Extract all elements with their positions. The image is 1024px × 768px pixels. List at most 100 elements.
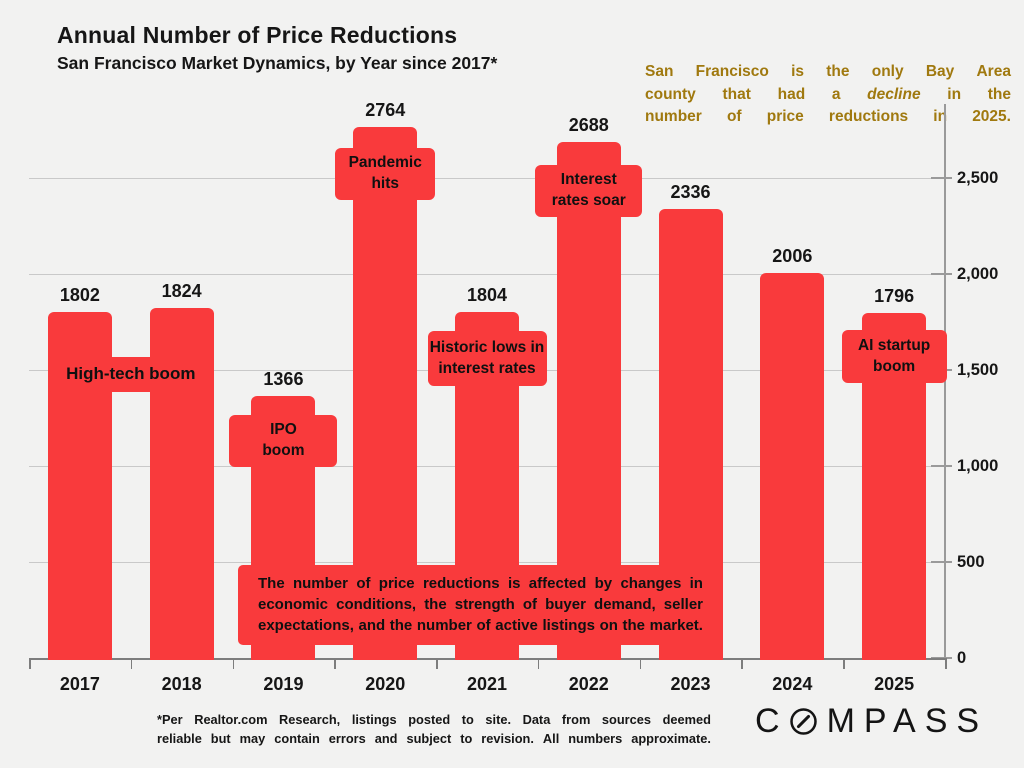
- x-tick-3: [334, 658, 336, 669]
- word: to: [460, 730, 473, 746]
- word: in: [933, 108, 948, 125]
- y-tick-2,500: [931, 177, 952, 179]
- page-title: Annual Number of Price Reductions: [57, 22, 458, 48]
- word: sources: [601, 712, 652, 727]
- word: may: [239, 730, 266, 746]
- x-tick-label-2017: 2017: [59, 674, 100, 694]
- word: listings: [351, 712, 397, 727]
- word: that: [722, 85, 751, 103]
- info-box: The number of price reductions is affected by ch…: [238, 565, 723, 645]
- x-tick-label-2025: 2025: [874, 674, 915, 694]
- word: and: [358, 617, 386, 634]
- x-tick-label-2021: 2021: [466, 674, 508, 694]
- x-tick-2: [232, 658, 235, 669]
- x-tick-label-2018: 2018: [161, 674, 202, 694]
- word: county: [645, 85, 696, 103]
- word: economic: [258, 596, 329, 613]
- word: to: [461, 712, 474, 727]
- x-tick-label-2023: 2023: [670, 674, 711, 694]
- text-line: number of price reductions in 2025.: [645, 107, 1011, 126]
- logo-letter-c: C: [755, 701, 780, 740]
- value-label-2022: 2688: [568, 114, 609, 135]
- x-tick-8: [843, 658, 845, 669]
- word: The: [258, 575, 285, 592]
- annotation-pandemic: Pandemic hits: [335, 148, 436, 200]
- value-label-2018: 1824: [161, 280, 202, 301]
- text-line: *Per Realtor.com Research, listings posted to…: [157, 711, 711, 729]
- word: numbers: [568, 730, 623, 746]
- word: a: [831, 85, 841, 103]
- word: on: [599, 617, 618, 634]
- word: is: [507, 575, 521, 592]
- word: from: [561, 712, 591, 727]
- word: affected: [528, 575, 587, 592]
- x-tick-6: [639, 658, 642, 669]
- word: Data: [522, 712, 551, 727]
- word: the: [622, 617, 646, 634]
- word: errors: [328, 730, 366, 746]
- word: of: [356, 575, 371, 592]
- word: price: [766, 108, 804, 125]
- annotation-interest: Interest rates soar: [535, 165, 643, 217]
- x-tick-label-2019: 2019: [263, 674, 304, 694]
- annotation-line: interest rates: [438, 359, 536, 377]
- highlight-note: San Francisco is the only Bay Area county that ha…: [645, 62, 1011, 130]
- word: All: [542, 730, 560, 746]
- word: the: [826, 63, 850, 80]
- text-line: San Francisco is the only Bay Area: [645, 62, 1011, 81]
- annotation-line: hits: [371, 175, 399, 192]
- word: deemed: [662, 712, 711, 727]
- word: the: [424, 596, 447, 613]
- y-tick-label-1,000: 1,000: [957, 457, 999, 475]
- word: number: [292, 575, 348, 592]
- word: market.: [649, 617, 703, 634]
- word: strength: [454, 596, 515, 613]
- annotation-line: AI startup: [857, 336, 931, 354]
- y-tick-label-2,500: 2,500: [957, 169, 999, 187]
- word: revision.: [481, 730, 534, 746]
- gridline-2,500: [29, 178, 945, 179]
- value-label-2017: 1802: [59, 285, 100, 306]
- text-line: county that had a decline in the: [645, 85, 1011, 104]
- word: by: [594, 575, 613, 592]
- word: conditions,: [336, 596, 417, 613]
- annotation-line: Interest: [560, 171, 617, 189]
- word: expectations,: [258, 617, 354, 634]
- logo-letters-mpass: MPASS: [826, 701, 989, 740]
- word: reductions: [422, 575, 500, 592]
- value-label-2019: 1366: [263, 368, 304, 389]
- value-label-2020: 2764: [365, 100, 406, 121]
- word: is: [791, 63, 805, 80]
- y-tick-2,000: [931, 273, 952, 275]
- text-line: The number of price reductions is affected by ch…: [258, 575, 703, 593]
- y-tick-label-2,000: 2,000: [957, 265, 999, 283]
- word: number: [416, 617, 472, 634]
- x-tick-7: [741, 658, 743, 669]
- text-line: reliable but may contain errors and subject to r…: [157, 730, 711, 748]
- word: San: [645, 63, 674, 80]
- annotation-line: IPO: [270, 421, 297, 439]
- word: had: [777, 85, 806, 103]
- y-axis-line: [944, 104, 946, 660]
- word: seller: [663, 596, 703, 613]
- y-tick-500: [931, 561, 952, 563]
- word: price: [378, 575, 415, 592]
- x-tick-5: [537, 658, 540, 669]
- word: number: [645, 108, 702, 125]
- value-label-2021: 1804: [466, 284, 508, 305]
- word: buyer: [545, 596, 586, 613]
- x-tick-label-2020: 2020: [365, 674, 406, 694]
- x-tick-label-2024: 2024: [772, 674, 813, 694]
- annotation-ipo: IPO boom: [229, 415, 338, 467]
- word: the: [389, 617, 413, 634]
- word: of: [522, 596, 538, 613]
- x-tick-0: [29, 658, 31, 669]
- word: 2025.: [972, 108, 1011, 125]
- x-tick-1: [130, 658, 133, 669]
- gridline-2,000: [29, 274, 945, 275]
- word: Francisco: [695, 63, 769, 80]
- annotation-line: High-tech boom: [66, 364, 196, 384]
- text-line: economic conditions, the strength of buyer dem…: [258, 596, 703, 614]
- word: reductions: [828, 108, 909, 125]
